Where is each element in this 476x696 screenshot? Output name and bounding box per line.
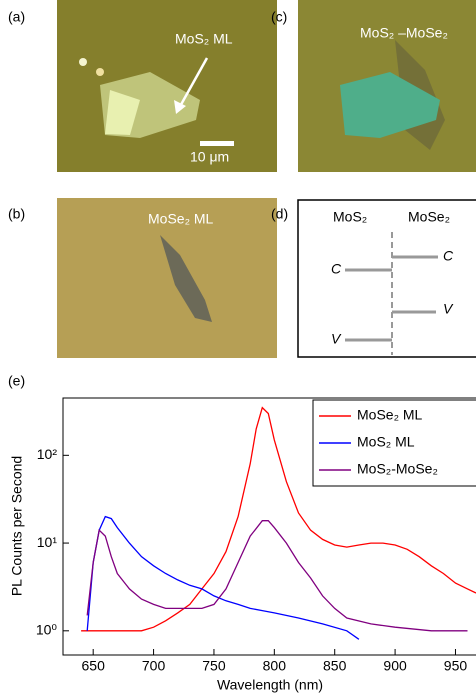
y-tick-label: 10⁰ xyxy=(36,622,58,638)
spectrum xyxy=(87,517,359,640)
x-tick-label: 800 xyxy=(263,658,287,674)
y-tick-label: 10² xyxy=(37,446,58,462)
x-axis-label: Wavelength (nm) xyxy=(217,677,323,693)
header: MoS₂ xyxy=(333,209,367,225)
legend-label: MoS₂ ML xyxy=(357,434,415,450)
y-axis-label: PL Counts per Second xyxy=(9,456,25,596)
x-tick-label: 700 xyxy=(142,658,166,674)
x-tick-label: 950 xyxy=(444,658,468,674)
band-label: C xyxy=(331,261,342,277)
x-tick-label: 850 xyxy=(323,658,347,674)
spectrum xyxy=(87,521,467,631)
scale-label: 10 μm xyxy=(190,149,229,165)
page: (a) MoS₂ ML 10 μm (c) MoS₂ –MoSe₂ (b) Mo… xyxy=(0,0,476,696)
header: MoSe₂ xyxy=(408,209,450,225)
x-tick-label: 900 xyxy=(383,658,407,674)
x-tick-label: 650 xyxy=(82,658,106,674)
particle xyxy=(79,58,87,66)
x-tick-label: 750 xyxy=(202,658,226,674)
panel-label: (e) xyxy=(8,373,25,389)
caption: MoS₂ –MoSe₂ xyxy=(360,25,448,41)
legend-label: MoS₂-MoSe₂ xyxy=(357,461,438,477)
scale-bar xyxy=(200,141,234,146)
figure: (a) MoS₂ ML 10 μm (c) MoS₂ –MoSe₂ (b) Mo… xyxy=(0,0,476,696)
particle xyxy=(96,68,104,76)
caption: MoSe₂ ML xyxy=(148,211,214,227)
y-tick-label: 10¹ xyxy=(37,534,58,550)
panel-label: (d) xyxy=(271,206,288,222)
panel-label: (c) xyxy=(271,9,287,25)
panel-label: (a) xyxy=(8,9,25,25)
legend-label: MoSe₂ ML xyxy=(357,407,423,423)
band-label: C xyxy=(443,248,454,264)
panel-label: (b) xyxy=(8,206,25,222)
caption: MoS₂ ML xyxy=(175,31,233,47)
